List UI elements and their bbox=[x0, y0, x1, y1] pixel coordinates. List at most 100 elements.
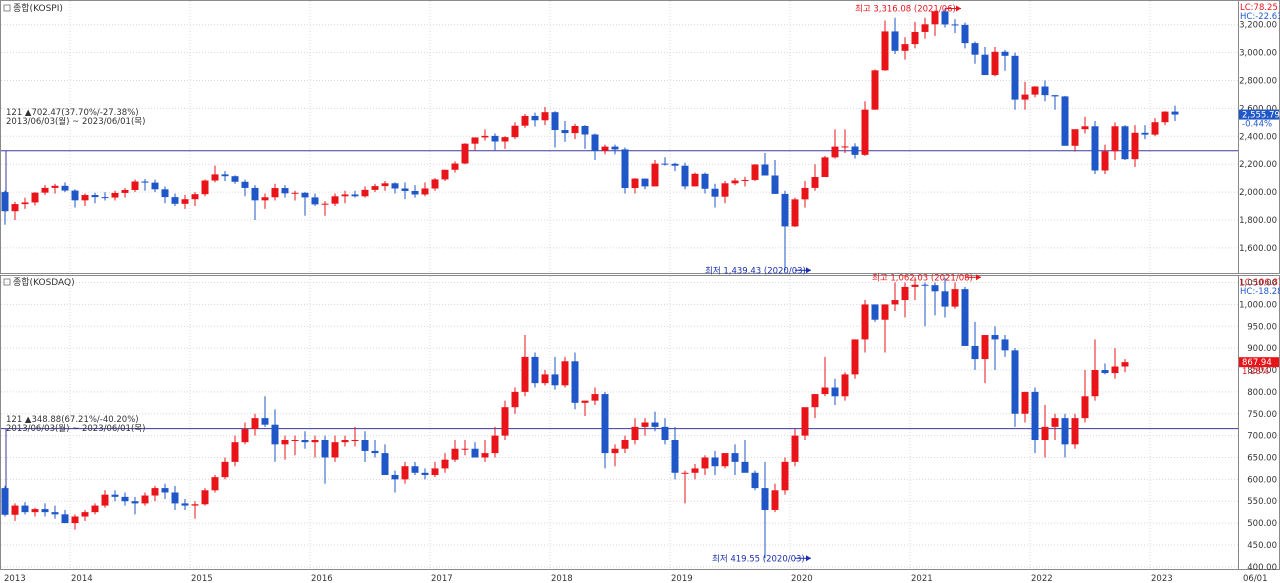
kosdaq-candle-body bbox=[1021, 391, 1029, 414]
kospi-candle-body bbox=[1061, 96, 1069, 146]
kosdaq-candle-body bbox=[631, 426, 639, 440]
kospi-candle-body bbox=[601, 146, 609, 151]
kospi-candle-body bbox=[231, 176, 239, 182]
kosdaq-candle-body bbox=[661, 426, 669, 440]
kospi-candle-body bbox=[281, 188, 289, 194]
kosdaq-y-tick-label: 900.00 bbox=[1247, 344, 1277, 354]
kospi-candle-body bbox=[351, 194, 359, 197]
kosdaq-candle-body bbox=[481, 453, 489, 458]
kosdaq-candle-body bbox=[301, 439, 309, 443]
kosdaq-candle-body bbox=[91, 505, 99, 513]
kospi-candle-body bbox=[221, 174, 229, 177]
kosdaq-y-tick-label: 1,050.00 bbox=[1239, 279, 1277, 289]
kosdaq-candle-body bbox=[841, 374, 849, 397]
kosdaq-candle-body bbox=[191, 504, 199, 506]
kospi-candle-body bbox=[611, 146, 619, 150]
kosdaq-candle-body bbox=[441, 459, 449, 469]
kosdaq-candle-body bbox=[281, 439, 289, 445]
kosdaq-y-tick-label: 600.00 bbox=[1247, 475, 1277, 485]
kosdaq-high-arrow-head bbox=[976, 274, 981, 281]
kosdaq-candle-body bbox=[1041, 426, 1049, 440]
kosdaq-candle-body bbox=[461, 448, 469, 450]
kospi-candle-body bbox=[31, 192, 39, 203]
kosdaq-candle-body bbox=[311, 439, 319, 443]
kospi-candle-body bbox=[101, 197, 109, 199]
kosdaq-candle-body bbox=[1071, 418, 1079, 445]
kosdaq-candle-body bbox=[451, 448, 459, 460]
kosdaq-candle-body bbox=[581, 400, 589, 403]
kosdaq-candle-body bbox=[681, 472, 689, 474]
x-axis-label: 2021 bbox=[911, 574, 933, 583]
kosdaq-candle-body bbox=[641, 422, 649, 427]
kospi-candle-body bbox=[971, 43, 979, 55]
kosdaq-candle-body bbox=[851, 339, 859, 375]
kosdaq-candle-body bbox=[521, 356, 529, 392]
kospi-candle-body bbox=[111, 192, 119, 198]
kospi-candle-body bbox=[471, 137, 479, 144]
kospi-panel-frame bbox=[0, 0, 1239, 274]
kospi-candle-body bbox=[561, 130, 569, 134]
kospi-y-tick-label: 1,600.00 bbox=[1239, 244, 1277, 254]
kosdaq-info-line1: 121 ▲348.88(67.21%/-40.20%) bbox=[6, 415, 139, 425]
kospi-candle-body bbox=[951, 24, 959, 26]
kosdaq-candle-body bbox=[991, 335, 999, 340]
panel-toggle-icon bbox=[3, 278, 11, 286]
kospi-candle-body bbox=[341, 194, 349, 197]
kosdaq-candle-body bbox=[671, 439, 679, 473]
kospi-candle-body bbox=[531, 115, 539, 121]
kospi-candle-body bbox=[721, 183, 729, 197]
kosdaq-lc-label: LC:106.87 bbox=[1240, 278, 1280, 288]
kospi-candle-body bbox=[121, 190, 129, 193]
kospi-candle-body bbox=[991, 51, 999, 76]
kospi-candle-body bbox=[691, 173, 699, 187]
kospi-low-arrow-head bbox=[806, 267, 811, 274]
kospi-candle-body bbox=[1, 192, 9, 212]
kosdaq-low-annotation: 최저 419.55 (2020/03) bbox=[712, 553, 805, 564]
kosdaq-last-price: 867.94 bbox=[1242, 358, 1272, 368]
kospi-title: 종합(KOSPI) bbox=[3, 3, 63, 14]
x-axis-label: 2019 bbox=[671, 574, 693, 583]
x-axis-label: 2018 bbox=[551, 574, 573, 583]
kospi-candle-body bbox=[511, 125, 519, 138]
kospi-candle-body bbox=[201, 180, 209, 195]
x-axis-label: 2017 bbox=[431, 574, 453, 583]
kospi-candle-body bbox=[1171, 111, 1179, 115]
kospi-candle-body bbox=[391, 183, 399, 189]
kospi-candle-body bbox=[681, 165, 689, 187]
kosdaq-low-arrow-head bbox=[806, 555, 811, 562]
kosdaq-candle-body bbox=[401, 466, 409, 480]
kospi-candle-body bbox=[21, 202, 29, 205]
kosdaq-candle-body bbox=[411, 466, 419, 473]
kospi-candle-body bbox=[661, 163, 669, 165]
kosdaq-candle-body bbox=[561, 361, 569, 386]
kospi-candle-body bbox=[251, 187, 259, 201]
kospi-candle-body bbox=[731, 180, 739, 184]
kosdaq-candle-body bbox=[821, 387, 829, 395]
kospi-last-change: -0.44% bbox=[1242, 120, 1272, 130]
kospi-y-tick-label: 2,400.00 bbox=[1239, 132, 1277, 142]
kospi-high-annotation: 최고 3,316.08 (2021/06) bbox=[855, 4, 956, 15]
kosdaq-candle-body bbox=[601, 394, 609, 454]
kospi-y-tick-label: 3,000.00 bbox=[1239, 49, 1277, 59]
kospi-candle-body bbox=[361, 189, 369, 197]
kospi-candle-body bbox=[191, 194, 199, 200]
kospi-candle-body bbox=[451, 163, 459, 170]
kosdaq-candle-body bbox=[1001, 339, 1009, 351]
kosdaq-candle-body bbox=[1081, 396, 1089, 419]
kosdaq-candle-body bbox=[741, 461, 749, 473]
kosdaq-candle-body bbox=[161, 488, 169, 493]
kospi-candle-body bbox=[581, 125, 589, 135]
kosdaq-candle-body bbox=[771, 490, 779, 510]
kosdaq-candle-body bbox=[11, 505, 19, 515]
kospi-candle-body bbox=[491, 135, 499, 142]
kosdaq-candle-body bbox=[21, 505, 29, 513]
kospi-candle-body bbox=[91, 195, 99, 198]
kosdaq-candle-body bbox=[351, 439, 359, 441]
kospi-candle-body bbox=[551, 112, 559, 131]
kospi-candle-body bbox=[541, 112, 549, 121]
kospi-last-price-badge bbox=[1239, 109, 1279, 120]
kospi-candle-body bbox=[321, 203, 329, 205]
kosdaq-candle-body bbox=[181, 503, 189, 506]
kospi-candle-body bbox=[851, 146, 859, 155]
